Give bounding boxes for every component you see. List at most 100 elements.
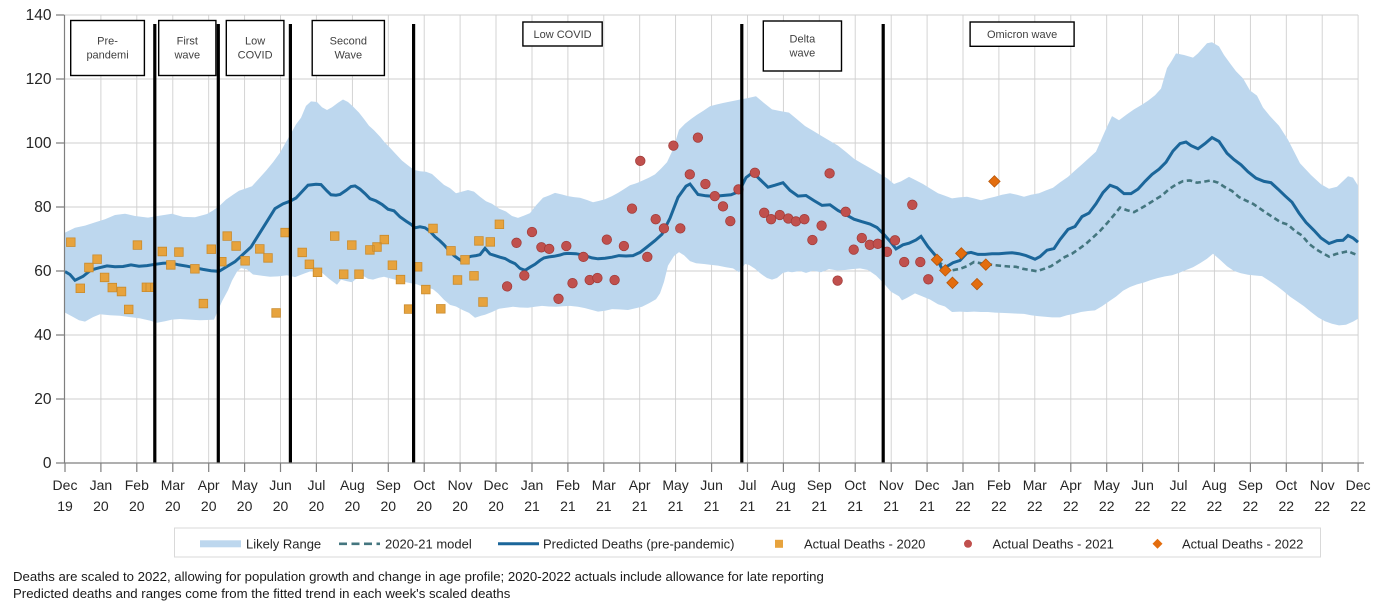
- svg-text:22: 22: [1279, 498, 1295, 514]
- svg-text:Actual Deaths - 2021: Actual Deaths - 2021: [993, 537, 1114, 552]
- svg-text:Feb: Feb: [987, 477, 1011, 493]
- svg-text:Nov: Nov: [1310, 477, 1335, 493]
- svg-text:Actual Deaths - 2022: Actual Deaths - 2022: [1182, 537, 1303, 552]
- svg-text:First: First: [177, 36, 198, 48]
- svg-text:Predicted deaths and ranges co: Predicted deaths and ranges come from th…: [13, 586, 511, 601]
- svg-text:Pre-: Pre-: [97, 36, 118, 48]
- svg-text:Nov: Nov: [448, 477, 473, 493]
- svg-text:Sep: Sep: [807, 477, 832, 493]
- svg-text:20: 20: [93, 498, 109, 514]
- svg-text:Delta: Delta: [790, 34, 817, 46]
- svg-text:60: 60: [34, 263, 52, 280]
- svg-text:Jun: Jun: [1131, 477, 1154, 493]
- svg-text:21: 21: [668, 498, 684, 514]
- svg-text:100: 100: [26, 135, 52, 152]
- svg-text:21: 21: [919, 498, 935, 514]
- svg-text:Omicron wave: Omicron wave: [987, 29, 1057, 41]
- svg-text:21: 21: [560, 498, 576, 514]
- svg-text:22: 22: [1350, 498, 1366, 514]
- svg-text:Dec: Dec: [484, 477, 509, 493]
- svg-text:pandemi: pandemi: [86, 50, 128, 62]
- svg-text:Dec: Dec: [915, 477, 940, 493]
- svg-text:22: 22: [1027, 498, 1043, 514]
- svg-text:19: 19: [57, 498, 73, 514]
- svg-text:Apr: Apr: [1060, 477, 1082, 493]
- svg-text:Sep: Sep: [1238, 477, 1263, 493]
- svg-text:22: 22: [1243, 498, 1259, 514]
- svg-text:22: 22: [1207, 498, 1223, 514]
- svg-text:22: 22: [991, 498, 1007, 514]
- svg-text:20: 20: [345, 498, 361, 514]
- svg-text:21: 21: [883, 498, 899, 514]
- svg-text:Oct: Oct: [844, 477, 866, 493]
- svg-text:Oct: Oct: [1275, 477, 1297, 493]
- svg-text:Actual Deaths - 2020: Actual Deaths - 2020: [804, 537, 925, 552]
- svg-text:22: 22: [1314, 498, 1330, 514]
- svg-text:Nov: Nov: [879, 477, 904, 493]
- svg-text:Jul: Jul: [1170, 477, 1188, 493]
- svg-text:Jan: Jan: [90, 477, 113, 493]
- svg-text:Feb: Feb: [556, 477, 580, 493]
- svg-text:Low: Low: [245, 36, 265, 48]
- svg-text:20: 20: [237, 498, 253, 514]
- svg-text:Second: Second: [330, 36, 367, 48]
- svg-text:80: 80: [34, 199, 52, 216]
- svg-text:Jun: Jun: [269, 477, 292, 493]
- svg-text:21: 21: [812, 498, 828, 514]
- svg-text:21: 21: [524, 498, 540, 514]
- svg-text:Apr: Apr: [198, 477, 220, 493]
- svg-text:wave: wave: [789, 48, 816, 60]
- svg-text:2020-21 model: 2020-21 model: [385, 537, 472, 552]
- svg-text:Jul: Jul: [739, 477, 757, 493]
- svg-text:Aug: Aug: [771, 477, 796, 493]
- svg-text:Apr: Apr: [629, 477, 651, 493]
- svg-text:20: 20: [309, 498, 325, 514]
- svg-text:Likely Range: Likely Range: [246, 537, 321, 552]
- svg-text:Oct: Oct: [413, 477, 435, 493]
- svg-text:20: 20: [488, 498, 504, 514]
- svg-text:120: 120: [26, 71, 52, 88]
- svg-text:21: 21: [776, 498, 792, 514]
- svg-text:Mar: Mar: [1023, 477, 1047, 493]
- svg-text:21: 21: [632, 498, 648, 514]
- svg-text:Feb: Feb: [125, 477, 149, 493]
- svg-text:Low COVID: Low COVID: [534, 29, 592, 41]
- svg-text:21: 21: [740, 498, 756, 514]
- svg-text:Dec: Dec: [1346, 477, 1371, 493]
- svg-text:0: 0: [43, 455, 52, 472]
- svg-text:Jul: Jul: [307, 477, 325, 493]
- svg-text:Jan: Jan: [521, 477, 544, 493]
- svg-text:20: 20: [273, 498, 289, 514]
- svg-text:20: 20: [452, 498, 468, 514]
- svg-text:140: 140: [26, 7, 52, 24]
- svg-text:20: 20: [416, 498, 432, 514]
- svg-text:May: May: [662, 477, 688, 493]
- svg-text:Jun: Jun: [700, 477, 723, 493]
- svg-text:20: 20: [129, 498, 145, 514]
- svg-text:20: 20: [34, 391, 52, 408]
- svg-text:20: 20: [165, 498, 181, 514]
- svg-text:22: 22: [1171, 498, 1187, 514]
- svg-text:22: 22: [1135, 498, 1151, 514]
- svg-text:20: 20: [381, 498, 397, 514]
- svg-text:May: May: [231, 477, 257, 493]
- svg-text:20: 20: [201, 498, 217, 514]
- svg-text:21: 21: [704, 498, 720, 514]
- svg-text:Jan: Jan: [952, 477, 975, 493]
- svg-text:Wave: Wave: [334, 50, 362, 62]
- svg-text:wave: wave: [173, 50, 200, 62]
- svg-text:Sep: Sep: [376, 477, 401, 493]
- svg-text:21: 21: [847, 498, 863, 514]
- svg-text:Predicted Deaths (pre-pandemic: Predicted Deaths (pre-pandemic): [543, 537, 734, 552]
- svg-text:Deaths are scaled to 2022, al: Deaths are scaled to 2022, allowing for …: [13, 569, 824, 584]
- svg-text:Dec: Dec: [53, 477, 78, 493]
- svg-text:22: 22: [1063, 498, 1079, 514]
- svg-text:COVID: COVID: [238, 50, 273, 62]
- svg-text:Aug: Aug: [1202, 477, 1227, 493]
- svg-text:Mar: Mar: [592, 477, 616, 493]
- svg-text:22: 22: [1099, 498, 1115, 514]
- svg-text:22: 22: [955, 498, 971, 514]
- svg-text:21: 21: [596, 498, 612, 514]
- svg-text:Aug: Aug: [340, 477, 365, 493]
- svg-text:May: May: [1093, 477, 1119, 493]
